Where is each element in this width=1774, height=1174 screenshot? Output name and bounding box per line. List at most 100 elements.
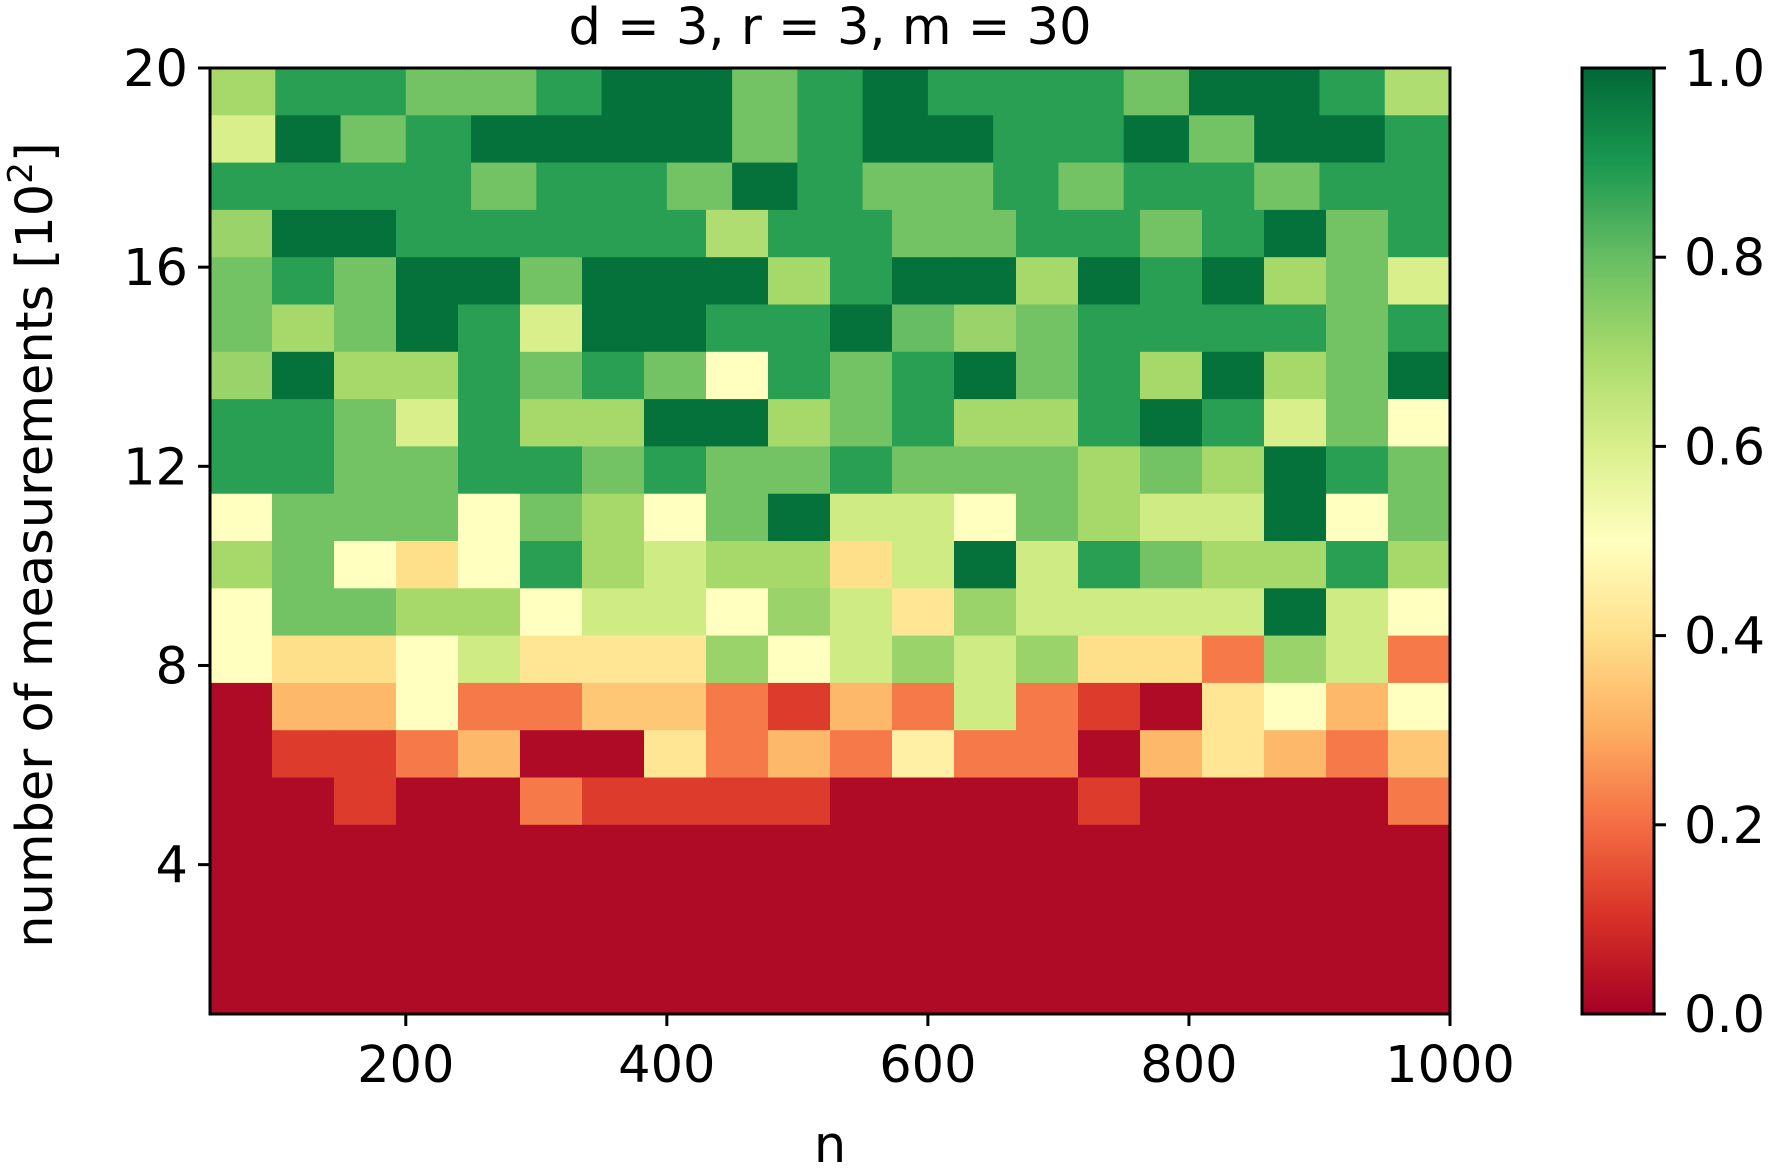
heatmap-cell	[396, 446, 459, 495]
heatmap-cell	[892, 209, 955, 258]
heatmap-cell	[334, 730, 397, 779]
heatmap-cell	[1140, 777, 1203, 826]
heatmap-cell	[275, 115, 342, 164]
heatmap-cell	[706, 304, 769, 353]
heatmap-cell	[1058, 68, 1125, 116]
heatmap-cell	[1202, 257, 1265, 306]
heatmap-cell	[1016, 493, 1079, 542]
heatmap-cell	[1326, 493, 1389, 542]
heatmap-cell	[1140, 635, 1203, 684]
heatmap-cell	[272, 493, 335, 542]
heatmap-cell	[1264, 730, 1327, 779]
colorbar-tick-label: 0.0	[1684, 986, 1765, 1045]
heatmap-cell	[1078, 257, 1141, 306]
heatmap-cell	[1264, 588, 1327, 637]
heatmap-cell	[396, 351, 459, 400]
heatmap-cell	[396, 635, 459, 684]
heatmap-cell	[892, 682, 955, 731]
heatmap-cell	[1140, 541, 1203, 589]
heatmap-cell	[210, 919, 273, 968]
heatmap-cell	[520, 872, 583, 920]
heatmap-cell	[892, 399, 955, 447]
heatmap-cell	[458, 635, 521, 684]
heatmap-cell	[1202, 209, 1265, 258]
heatmap-cell	[458, 541, 521, 589]
heatmap-cell	[458, 351, 521, 400]
heatmap-cell	[1326, 635, 1389, 684]
heatmap-cell	[954, 919, 1017, 968]
heatmap-cell	[1016, 635, 1079, 684]
heatmap-cell	[1140, 493, 1203, 542]
heatmap-cell	[768, 777, 831, 826]
heatmap-cell	[275, 162, 342, 211]
heatmap-cell	[1078, 824, 1141, 873]
heatmap-cell	[458, 919, 521, 968]
heatmap-cell	[1016, 399, 1079, 447]
heatmap-cell	[644, 304, 707, 353]
heatmap-cell	[1388, 588, 1451, 637]
heatmap-cell	[210, 966, 273, 1015]
heatmap-cell	[1264, 493, 1327, 542]
heatmap-cell	[1016, 872, 1079, 920]
heatmap-cell	[1123, 115, 1190, 164]
heatmap-cell	[396, 493, 459, 542]
heatmap-cell	[1384, 162, 1451, 211]
heatmap-cell	[1326, 588, 1389, 637]
heatmap-cell	[706, 730, 769, 779]
heatmap-cell	[396, 209, 459, 258]
heatmap-cell	[644, 682, 707, 731]
heatmap-cell	[954, 730, 1017, 779]
heatmap-cell	[1078, 966, 1141, 1015]
heatmap-cell	[1319, 162, 1386, 211]
heatmap-cell	[1016, 351, 1079, 400]
heatmap-cell	[1384, 115, 1451, 164]
heatmap-cell	[210, 635, 273, 684]
heatmap-cell	[458, 257, 521, 306]
heatmap-cell	[1384, 68, 1451, 116]
heatmap-cell	[768, 730, 831, 779]
heatmap-cell	[1319, 115, 1386, 164]
heatmap-cell	[458, 493, 521, 542]
heatmap-cell	[520, 635, 583, 684]
heatmap-cell	[272, 777, 335, 826]
heatmap-cell	[644, 493, 707, 542]
heatmap-cell	[210, 257, 273, 306]
heatmap-cell	[520, 351, 583, 400]
heatmap-cell	[993, 68, 1060, 116]
heatmap-cell	[520, 730, 583, 779]
heatmap-cell	[954, 635, 1017, 684]
heatmap-cell	[272, 872, 335, 920]
heatmap-cell	[272, 682, 335, 731]
colorbar-tick-label: 0.8	[1684, 229, 1765, 288]
heatmap-cells	[210, 68, 1451, 1015]
heatmap-cell	[1016, 730, 1079, 779]
heatmap-cell	[1326, 351, 1389, 400]
heatmap-cell	[1016, 966, 1079, 1015]
heatmap-cell	[706, 777, 769, 826]
heatmap-cell	[954, 966, 1017, 1015]
heatmap-cell	[582, 493, 645, 542]
heatmap-cell	[706, 257, 769, 306]
heatmap-cell	[1140, 257, 1203, 306]
heatmap-cell	[892, 541, 955, 589]
heatmap-cell	[1254, 68, 1321, 116]
heatmap-cell	[396, 588, 459, 637]
heatmap-cell	[340, 115, 407, 164]
heatmap-cell	[1264, 682, 1327, 731]
heatmap-cell	[458, 304, 521, 353]
heatmap-cell	[582, 682, 645, 731]
x-tick-label: 400	[618, 1036, 715, 1095]
heatmap-cell	[1326, 541, 1389, 589]
heatmap-cell	[1264, 257, 1327, 306]
heatmap-cell	[1016, 209, 1079, 258]
heatmap-cell	[768, 966, 831, 1015]
heatmap-cell	[1016, 777, 1079, 826]
heatmap-cell	[210, 493, 273, 542]
heatmap-cell	[520, 541, 583, 589]
heatmap-cell	[954, 209, 1017, 258]
heatmap-cell	[334, 635, 397, 684]
heatmap-cell	[797, 162, 864, 211]
heatmap-cell	[1078, 777, 1141, 826]
heatmap-cell	[396, 824, 459, 873]
heatmap-cell	[396, 872, 459, 920]
